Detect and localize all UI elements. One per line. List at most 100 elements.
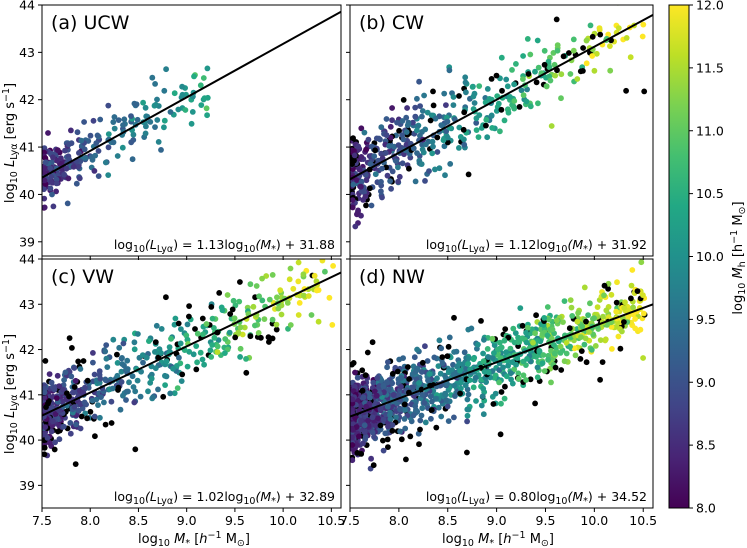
scatter-point (125, 388, 131, 395)
scatter-point (295, 278, 302, 285)
scatter-point (502, 383, 508, 390)
scatter-point (580, 68, 586, 74)
scatter-point (163, 294, 169, 301)
scatter-point (507, 370, 514, 377)
scatter-point (632, 316, 638, 322)
scatter-point (51, 384, 57, 391)
scatter-point (48, 379, 55, 386)
scatter-point (561, 298, 568, 304)
scatter-point (154, 96, 160, 103)
scatter-point (507, 94, 513, 100)
scatter-point (278, 311, 285, 318)
scatter-point (421, 400, 428, 406)
scatter-point (638, 259, 645, 266)
scatter-point (401, 416, 408, 422)
scatter-point (434, 134, 441, 141)
scatter-point (135, 331, 141, 337)
scatter-point (42, 389, 48, 396)
scatter-points (42, 65, 211, 211)
scatter-point (464, 418, 470, 425)
scatter-point (572, 352, 579, 359)
scatter-point (637, 326, 644, 333)
scatter-point (488, 76, 495, 82)
scatter-point (465, 361, 471, 367)
scatter-point (480, 411, 487, 418)
scatter-point (286, 276, 293, 283)
scatter-point (214, 343, 221, 350)
scatter-point (250, 303, 257, 310)
scatter-point (184, 321, 191, 328)
panel-label: (a) UCW (51, 12, 130, 34)
scatter-point (201, 95, 208, 101)
scatter-point (513, 61, 519, 67)
scatter-point (358, 183, 364, 190)
scatter-point (274, 294, 280, 301)
scatter-point (104, 364, 111, 370)
scatter-point (437, 370, 444, 377)
scatter-point (47, 185, 54, 192)
scatter-point (204, 65, 211, 72)
colorbar-tick-label: 9.0 (696, 375, 716, 390)
scatter-point (42, 424, 49, 430)
x-axis-label-right: log10 M* [h−1 M⊙] (442, 530, 554, 548)
scatter-point (640, 310, 647, 317)
scatter-point (452, 393, 458, 399)
scatter-point (379, 165, 385, 172)
scatter-point (189, 109, 196, 115)
scatter-point (394, 119, 400, 126)
scatter-point (417, 132, 423, 139)
scatter-point (403, 114, 410, 121)
scatter-point (603, 307, 610, 314)
scatter-point (42, 444, 48, 451)
scatter-point (75, 358, 82, 365)
scatter-point (71, 365, 78, 371)
scatter-point (137, 393, 144, 400)
scatter-point (549, 326, 556, 333)
panel-label: (b) CW (359, 12, 424, 34)
scatter-point (489, 125, 496, 131)
scatter-point (627, 54, 634, 61)
scatter-point (182, 107, 189, 113)
scatter-point (42, 394, 48, 401)
x-tick-label: 8.5 (438, 513, 458, 528)
scatter-point (447, 161, 454, 167)
scatter-point (430, 102, 437, 109)
scatter-point (554, 42, 561, 48)
scatter-point (193, 366, 200, 373)
scatter-point (439, 354, 446, 360)
scatter-point (110, 336, 117, 343)
scatter-point (520, 372, 527, 379)
scatter-point (152, 81, 159, 87)
scatter-point (184, 363, 191, 370)
scatter-point (513, 361, 519, 368)
scatter-point (527, 376, 534, 383)
scatter-point (350, 396, 356, 403)
scatter-point (56, 407, 63, 414)
scatter-point (131, 346, 138, 353)
scatter-point (63, 165, 70, 172)
scatter-point (142, 104, 149, 111)
scatter-point (412, 114, 419, 120)
scatter-point (433, 424, 440, 431)
scatter-point (615, 25, 622, 31)
scatter-point (194, 359, 201, 366)
scatter-point (450, 102, 457, 108)
scatter-point (534, 37, 541, 44)
scatter-point (473, 120, 480, 126)
scatter-point (311, 272, 318, 279)
scatter-point (160, 393, 167, 400)
scatter-point (532, 400, 538, 407)
scatter-point (385, 359, 391, 365)
scatter-point (354, 442, 360, 448)
scatter-point (89, 397, 96, 404)
scatter-point (499, 87, 505, 94)
scatter-point (456, 93, 462, 99)
scatter-point (284, 300, 291, 306)
scatter-point (382, 430, 389, 437)
scatter-point (400, 136, 407, 143)
scatter-point (207, 347, 214, 354)
scatter-point (416, 441, 422, 448)
scatter-point (518, 87, 525, 94)
scatter-point (609, 346, 615, 352)
scatter-point (532, 330, 538, 337)
